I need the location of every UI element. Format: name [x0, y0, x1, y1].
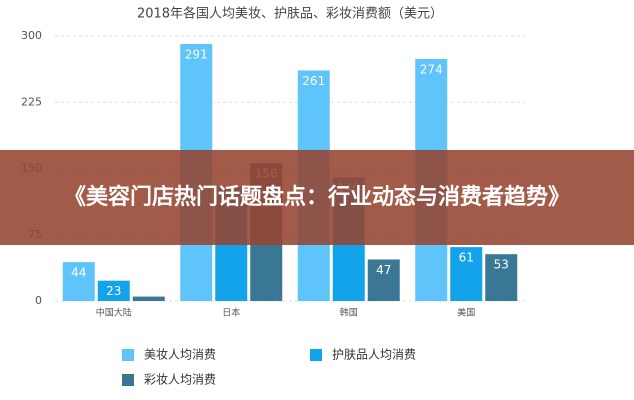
x-tick-label: 韩国	[340, 307, 358, 319]
data-label: 261	[302, 74, 325, 88]
banner-title: 《美容门店热门话题盘点：行业动态与消费者趋势》	[63, 184, 570, 210]
bar	[485, 254, 518, 301]
legend-swatch	[122, 349, 134, 361]
x-tick-label: 美国	[457, 307, 475, 319]
bar	[132, 296, 165, 301]
bar	[450, 247, 483, 301]
y-tick-label: 0	[35, 294, 42, 307]
data-label: 5	[145, 300, 153, 314]
x-tick-label: 中国大陆	[96, 307, 132, 319]
legend-label: 护肤品人均消费	[332, 347, 416, 362]
data-label: 44	[71, 266, 86, 280]
legend-label: 彩妆人均消费	[144, 373, 216, 387]
y-tick-label: 225	[21, 95, 42, 108]
data-label: 53	[494, 258, 509, 272]
chart-title: 2018年各国人均美妆、护肤品、彩妆消费额（美元）	[137, 6, 443, 22]
banner: 《美容门店热门话题盘点：行业动态与消费者趋势》	[0, 150, 634, 245]
bar	[97, 280, 130, 301]
data-label: 23	[106, 284, 121, 298]
data-label: 274	[420, 62, 443, 76]
legend-label: 美妆人均消费	[144, 348, 216, 362]
data-label: 47	[376, 263, 391, 277]
y-tick-label: 300	[21, 29, 42, 42]
data-label: 61	[459, 251, 474, 265]
x-tick-label: 日本	[222, 307, 240, 319]
bar	[367, 259, 400, 301]
legend-swatch	[122, 374, 134, 386]
bar	[62, 262, 95, 301]
data-label: 291	[185, 47, 208, 61]
legend-swatch	[310, 349, 322, 361]
